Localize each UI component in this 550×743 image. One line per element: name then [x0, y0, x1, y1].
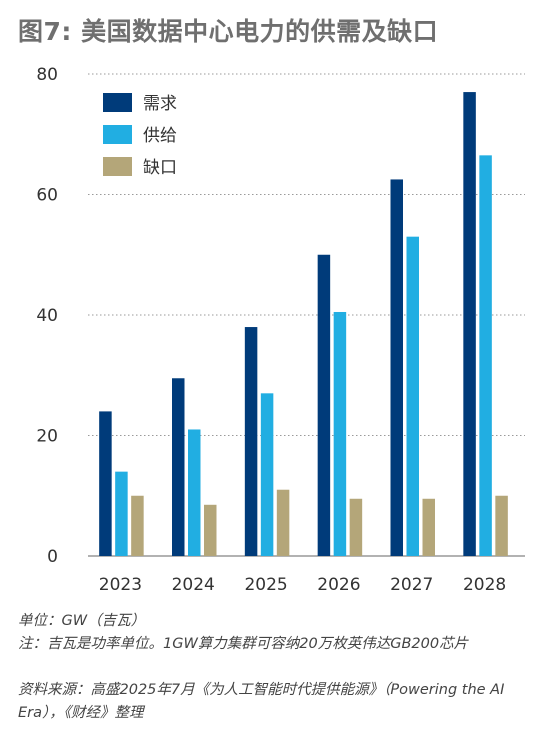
- unit-note: 单位：GW（吉瓦）: [18, 613, 146, 629]
- legend-swatch-0: [103, 93, 132, 112]
- legend-label-0: 需求: [143, 94, 177, 114]
- bar-2028-2: [495, 495, 508, 556]
- bar-2026-1: [333, 311, 347, 556]
- y-tick-label: 80: [36, 65, 58, 85]
- bar-2026-2: [349, 498, 363, 556]
- legend-swatch-1: [103, 125, 132, 144]
- legend-swatch-2: [103, 157, 132, 176]
- bar-chart: 0 20 40 60 80 2023 2024 2025 2026 2027 2028 需求供给缺…: [36, 65, 525, 595]
- bar-2023-0: [99, 411, 112, 556]
- chart-title: 图7: 美国数据中心电力的供需及缺口: [18, 17, 439, 46]
- legend-label-2: 缺口: [143, 158, 177, 178]
- bar-2024-1: [188, 429, 201, 556]
- bar-2025-0: [244, 327, 258, 556]
- x-tick-label: 2027: [390, 575, 433, 595]
- bar-2025-1: [260, 393, 274, 556]
- bars: [99, 92, 508, 557]
- grid-lines: [88, 73, 525, 557]
- bar-2023-2: [131, 495, 144, 556]
- bar-2024-0: [172, 378, 185, 556]
- x-tick-label: 2025: [244, 575, 287, 595]
- x-tick-label: 2026: [317, 575, 360, 595]
- x-tick-label: 2024: [172, 575, 215, 595]
- bar-2026-0: [317, 254, 331, 556]
- legend-label-1: 供给: [143, 126, 177, 146]
- bar-2027-0: [390, 179, 403, 556]
- bar-2024-2: [204, 504, 217, 556]
- bar-2028-1: [479, 155, 492, 556]
- bar-2025-2: [276, 489, 290, 556]
- bar-2027-1: [406, 236, 419, 557]
- bar-2023-1: [115, 471, 128, 556]
- bar-2028-0: [463, 92, 476, 556]
- y-tick-label: 0: [47, 547, 58, 567]
- y-tick-label: 20: [36, 427, 58, 447]
- x-axis-ticks: 2023 2024 2025 2026 2027 2028: [99, 575, 506, 595]
- x-tick-label: 2028: [463, 575, 506, 595]
- source-note: 资料来源：高盛2025年7月《为人工智能时代提供能源》（Powering the…: [18, 682, 505, 721]
- y-tick-label: 40: [36, 306, 58, 326]
- y-axis-ticks: 0 20 40 60 80: [36, 65, 58, 567]
- y-tick-label: 60: [36, 186, 58, 206]
- x-tick-label: 2023: [99, 575, 142, 595]
- comment-note: 注：吉瓦是功率单位。1GW算力集群可容纳20万枚英伟达GB200芯片: [18, 636, 469, 652]
- bar-2027-2: [422, 498, 435, 556]
